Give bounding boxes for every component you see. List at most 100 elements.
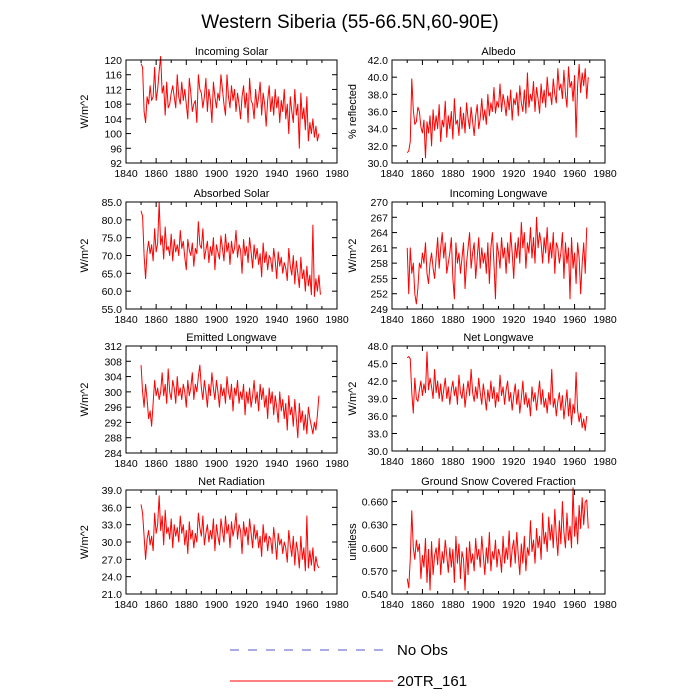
y-tick-label: 80.0 <box>102 215 123 227</box>
plot-frame <box>125 59 338 164</box>
y-tick-label: 116 <box>105 70 122 82</box>
x-tick-label: 1860 <box>411 168 435 180</box>
y-tick-label: 36.0 <box>368 107 389 119</box>
y-tick-label: 34.0 <box>368 124 389 136</box>
y-tick-label: 0.630 <box>362 520 388 532</box>
series-line-20TR_161 <box>406 63 589 159</box>
panel-title: Net Longwave <box>463 332 533 344</box>
y-tick-label: 252 <box>370 289 388 301</box>
y-tick-label: 85.0 <box>102 197 123 209</box>
panel-title: Emitted Longwave <box>186 332 277 344</box>
x-tick-label: 1860 <box>144 314 168 326</box>
x-tick-label: 1940 <box>265 168 289 180</box>
plot-frame <box>125 489 338 595</box>
y-tick-label: 32.0 <box>368 141 389 153</box>
x-tick-label: 1940 <box>265 599 289 611</box>
panels-group: Incoming Solar W/m^2 1840 1860 1880 1900 1920 1… <box>79 46 617 611</box>
x-tick-label: 1880 <box>175 314 199 326</box>
legend-no-obs-label: No Obs <box>397 642 448 659</box>
x-tick-label: 1980 <box>325 168 349 180</box>
y-tick-label: 92 <box>110 158 122 170</box>
panel-title: Net Radiation <box>198 476 265 488</box>
y-tick-label: 255 <box>370 273 388 285</box>
chart-panel-3: Absorbed Solar W/m^2 1840 1860 1880 1900 1920 1… <box>79 188 349 326</box>
x-tick-label: 1960 <box>563 314 587 326</box>
y-tick-label: 267 <box>370 212 388 224</box>
y-tick-label: 312 <box>104 341 122 353</box>
y-tick-label: 304 <box>104 372 122 384</box>
y-tick-label: 258 <box>370 258 388 270</box>
series-line-20TR_161 <box>140 55 320 149</box>
plot-frame <box>125 201 338 310</box>
y-tick-label: 21.0 <box>102 589 123 601</box>
x-tick-label: 1960 <box>295 599 319 611</box>
y-tick-label: 0.600 <box>362 543 388 555</box>
x-tick-label: 1980 <box>593 456 617 468</box>
y-tick-label: 308 <box>104 356 122 368</box>
y-tick-label: 39.0 <box>102 485 123 497</box>
x-tick-label: 1920 <box>235 314 259 326</box>
y-tick-label: 36.0 <box>102 502 123 514</box>
x-tick-label: 1920 <box>502 168 526 180</box>
y-tick-label: 270 <box>370 197 388 209</box>
y-tick-label: 284 <box>104 448 122 460</box>
legend: No Obs 20TR_161 <box>230 642 467 690</box>
x-tick-label: 1960 <box>295 314 319 326</box>
x-tick-label: 1980 <box>593 168 617 180</box>
chart-panel-8: Ground Snow Covered Fraction unitless 1840… <box>347 476 617 611</box>
series-line-20TR_161 <box>406 487 589 591</box>
y-axis-label: W/m^2 <box>79 95 91 129</box>
x-tick-label: 1920 <box>235 168 259 180</box>
y-tick-label: 42.0 <box>368 55 389 67</box>
y-tick-label: 30.0 <box>368 446 389 458</box>
plot-frame <box>125 345 338 454</box>
plot-frame <box>391 489 606 595</box>
y-axis-label: W/m^2 <box>79 383 91 417</box>
y-tick-label: 65.0 <box>102 268 123 280</box>
y-tick-label: 0.540 <box>362 589 388 601</box>
x-tick-label: 1940 <box>265 314 289 326</box>
panel-title: Absorbed Solar <box>194 188 270 200</box>
legend-20tr-label: 20TR_161 <box>397 673 467 690</box>
y-axis-label: W/m^2 <box>79 239 91 273</box>
series-line-20TR_161 <box>140 364 320 439</box>
x-tick-label: 1900 <box>472 314 496 326</box>
x-tick-label: 1900 <box>472 599 496 611</box>
y-tick-label: 42.0 <box>368 376 389 388</box>
x-tick-label: 1880 <box>175 599 199 611</box>
x-tick-label: 1880 <box>441 314 465 326</box>
y-tick-label: 33.0 <box>368 429 389 441</box>
y-tick-label: 36.0 <box>368 411 389 423</box>
y-tick-label: 70.0 <box>102 251 123 263</box>
y-tick-label: 104 <box>104 114 122 126</box>
y-tick-label: 45.0 <box>368 359 389 371</box>
chart-panel-5: Emitted Longwave W/m^2 1840 1860 1880 1900 192… <box>79 332 349 470</box>
x-tick-label: 1920 <box>502 456 526 468</box>
x-tick-label: 1840 <box>380 599 404 611</box>
y-tick-label: 261 <box>370 243 388 255</box>
x-tick-label: 1840 <box>114 168 138 180</box>
y-tick-label: 288 <box>104 433 122 445</box>
y-tick-label: 264 <box>370 228 388 240</box>
y-tick-label: 0.570 <box>362 566 388 578</box>
y-tick-label: 33.0 <box>102 520 123 532</box>
x-tick-label: 1880 <box>441 168 465 180</box>
y-tick-label: 24.0 <box>102 572 123 584</box>
y-tick-label: 0.660 <box>362 497 388 509</box>
x-tick-label: 1900 <box>472 456 496 468</box>
y-tick-label: 27.0 <box>102 554 123 566</box>
series-line-20TR_161 <box>406 216 588 305</box>
x-tick-label: 1920 <box>502 599 526 611</box>
y-tick-label: 300 <box>104 387 122 399</box>
x-tick-label: 1860 <box>144 168 168 180</box>
x-tick-label: 1880 <box>441 599 465 611</box>
x-tick-label: 1980 <box>325 599 349 611</box>
x-tick-label: 1860 <box>411 456 435 468</box>
x-tick-label: 1920 <box>502 314 526 326</box>
x-tick-label: 1980 <box>593 314 617 326</box>
chart-panel-7: Net Radiation W/m^2 1840 1860 1880 1900 1920 19… <box>79 476 349 611</box>
panel-title: Albedo <box>481 46 515 58</box>
y-axis-label: W/m^2 <box>79 525 91 559</box>
x-tick-label: 1840 <box>114 314 138 326</box>
x-tick-label: 1940 <box>532 314 556 326</box>
